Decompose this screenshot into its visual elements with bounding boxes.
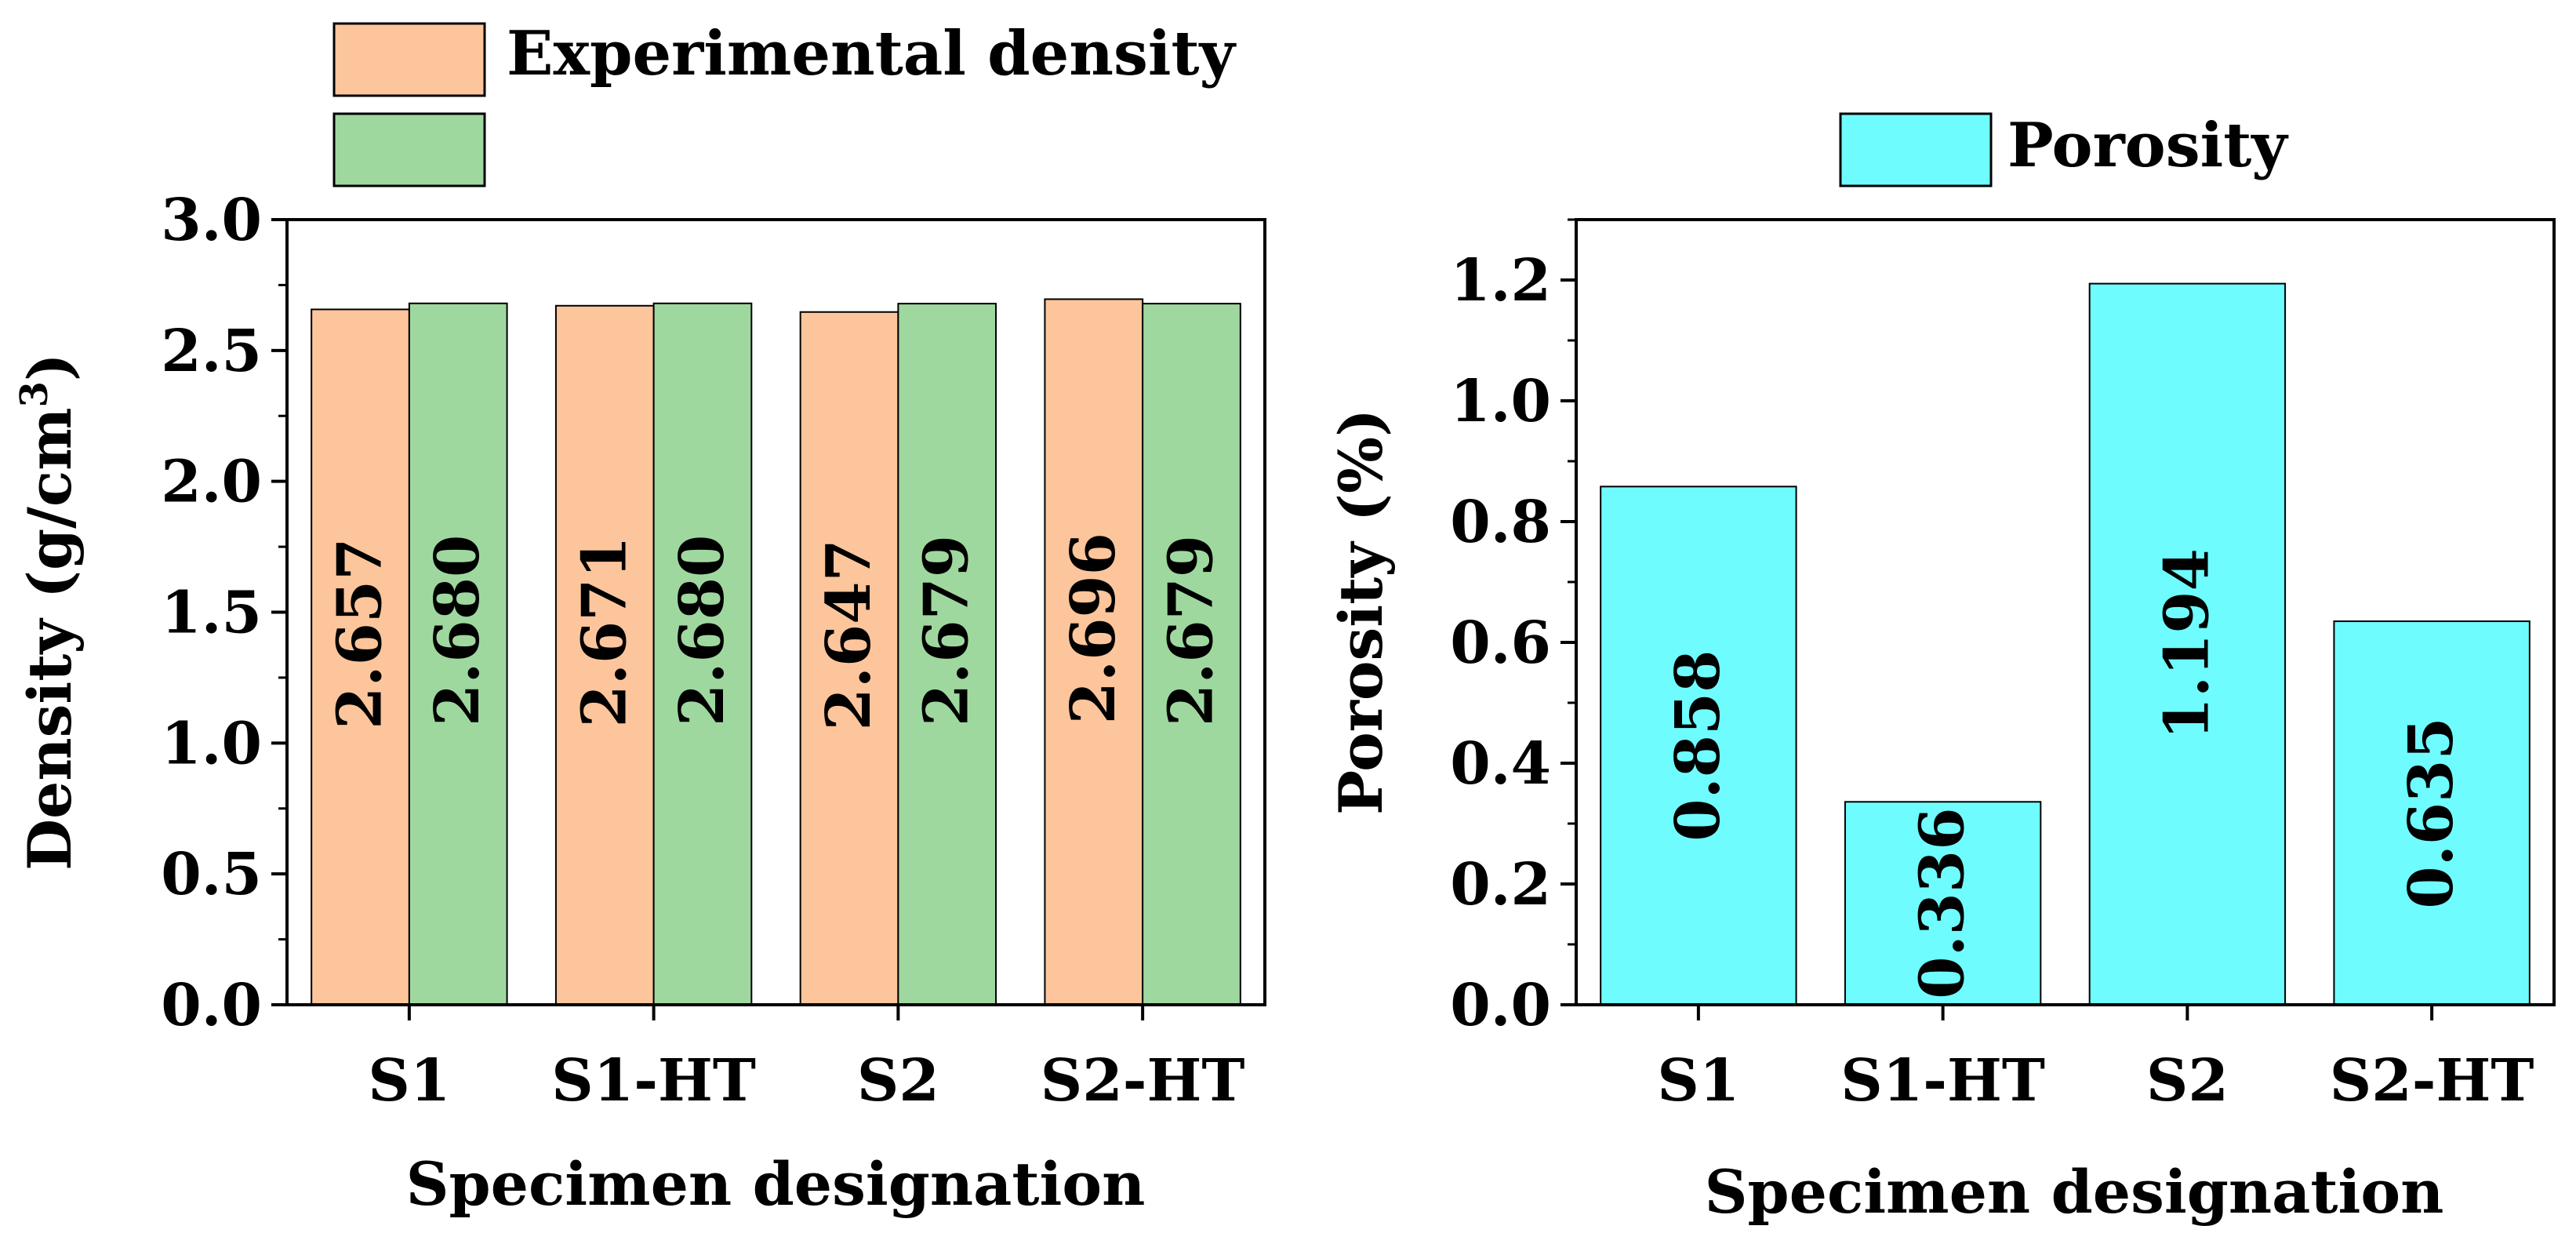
porosity-x-tick-label: S2 xyxy=(2146,1047,2229,1115)
density-y-tick-label: 0.0 xyxy=(161,972,262,1039)
density-bars xyxy=(311,298,1241,1006)
legend-label-porosity: Porosity xyxy=(2007,110,2289,181)
density-y-tick-label: 2.5 xyxy=(161,318,262,385)
porosity-x-axis-title: Specimen designation xyxy=(1705,1157,2444,1227)
density-y-tick-label: 1.0 xyxy=(161,710,262,777)
density-y-tick-label: 3.0 xyxy=(161,187,262,254)
density-data-label: 2.679 xyxy=(911,535,983,726)
porosity-data-label: 1.194 xyxy=(2151,548,2222,740)
density-x-tick-label: S1-HT xyxy=(551,1047,756,1115)
porosity-bar xyxy=(2088,282,2287,1006)
porosity-bar xyxy=(1600,486,1797,1006)
porosity-x-tick-label: S2-HT xyxy=(2330,1047,2534,1115)
density-bar xyxy=(1142,303,1241,1006)
porosity-x-tick-label: S1-HT xyxy=(1840,1047,2045,1115)
legend-swatch-experimental xyxy=(332,22,486,97)
density-x-axis: S1 S1-HT S2 S2-HT xyxy=(368,1005,1244,1115)
porosity-data-label: 0.336 xyxy=(1907,808,1978,999)
density-y-tick-label: 1.5 xyxy=(161,580,262,647)
density-y-axis: 0.0 0.5 1.0 1.5 2.0 2.5 3.0 xyxy=(161,187,287,1039)
porosity-y-tick-label: 0.6 xyxy=(1450,609,1551,677)
legend-swatch-theoretical xyxy=(332,112,486,187)
porosity-bars xyxy=(1600,282,2531,1006)
density-data-label: 2.680 xyxy=(422,535,493,726)
porosity-legend: Porosity xyxy=(1839,110,2289,187)
porosity-y-axis: 0.0 0.2 0.4 0.6 0.8 1.0 1.2 xyxy=(1450,218,1576,1039)
density-data-label: 2.647 xyxy=(813,539,885,730)
density-data-label: 2.657 xyxy=(325,538,396,729)
porosity-x-tick-label: S1 xyxy=(1657,1047,1739,1115)
density-y-tick-label: 2.0 xyxy=(161,449,262,516)
density-bar xyxy=(311,308,410,1006)
density-chart: Experimental density 2.657 2.680 2.671 2.68… xyxy=(13,18,1266,1219)
density-y-axis-title: Density (g/cm3) xyxy=(13,353,85,871)
porosity-y-tick-label: 1.2 xyxy=(1450,247,1551,315)
density-data-label: 2.680 xyxy=(667,535,738,726)
density-bar xyxy=(408,302,508,1006)
density-legend: Experimental density xyxy=(332,18,1237,187)
porosity-y-tick-label: 1.0 xyxy=(1450,368,1551,435)
density-data-label: 2.696 xyxy=(1058,533,1129,724)
legend-label-experimental: Experimental density xyxy=(507,18,1237,89)
porosity-x-axis: S1 S1-HT S2 S2-HT xyxy=(1657,1005,2534,1115)
porosity-bar xyxy=(1844,801,2042,1006)
density-bar xyxy=(652,302,753,1006)
density-x-tick-label: S1 xyxy=(368,1047,450,1115)
density-data-label: 2.671 xyxy=(569,536,640,727)
density-bar xyxy=(554,304,655,1006)
density-bar xyxy=(897,303,997,1006)
density-bar xyxy=(799,311,899,1006)
density-data-label: 2.679 xyxy=(1155,535,1226,726)
density-data-labels: 2.657 2.680 2.671 2.680 2.647 2.679 2.696 2.679 xyxy=(325,533,1227,730)
porosity-y-tick-label: 0.0 xyxy=(1450,972,1551,1039)
legend-swatch-porosity xyxy=(1839,112,1993,187)
porosity-plot-frame xyxy=(1575,218,2556,1006)
porosity-data-label: 0.635 xyxy=(2396,717,2467,908)
porosity-y-tick-label: 0.2 xyxy=(1450,851,1551,918)
porosity-y-tick-label: 0.4 xyxy=(1450,730,1551,798)
porosity-y-tick-label: 0.8 xyxy=(1450,489,1551,556)
density-y-tick-label: 0.5 xyxy=(161,841,262,908)
density-x-tick-label: S2 xyxy=(857,1047,939,1115)
density-x-axis-title: Specimen designation xyxy=(406,1149,1146,1219)
porosity-y-axis-title: Porosity (%) xyxy=(1326,409,1396,815)
porosity-data-label: 0.858 xyxy=(1662,650,1734,842)
density-x-tick-label: S2-HT xyxy=(1041,1047,1245,1115)
porosity-data-labels: 0.858 0.336 1.194 0.635 xyxy=(1662,548,2467,999)
